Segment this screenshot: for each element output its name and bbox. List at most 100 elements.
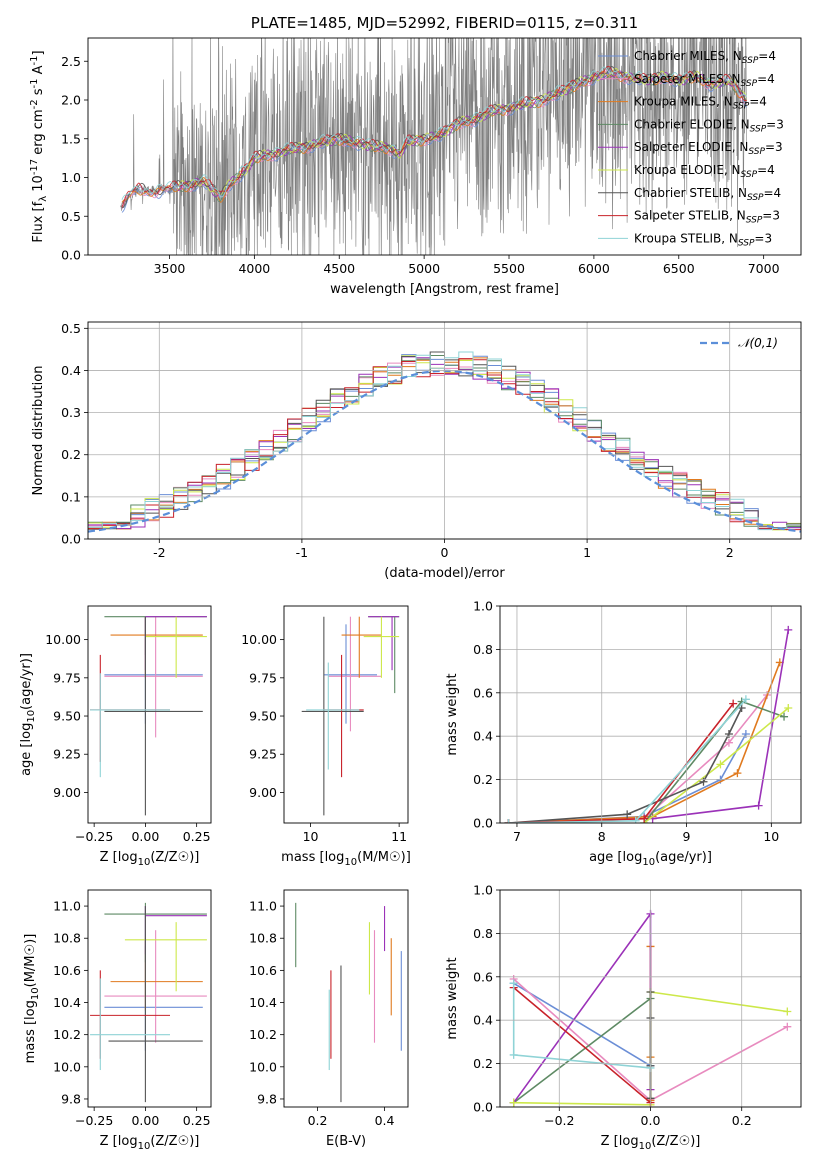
plot-area [301, 616, 400, 816]
errorbar-salpeter-miles [104, 930, 207, 1043]
series-line [513, 911, 652, 1104]
series-salpeter-stelib [504, 699, 738, 823]
y-tick-label: 0.2 [61, 447, 81, 462]
label-fragment: log [619, 1134, 639, 1149]
x-tick-label: 0.25 [183, 1113, 211, 1128]
x-tick-label: 8 [598, 829, 606, 844]
label-fragment: wavelength [Angstrom, rest frame] [330, 282, 559, 297]
errorbar-chabrier-stelib [108, 906, 203, 1103]
y-tick-label: 0.0 [61, 248, 81, 263]
legend-sub: SSP [747, 193, 764, 203]
label-fragment: (Z/Z☉)] [651, 1134, 700, 1149]
label-fragment: erg cm [31, 109, 46, 158]
errorbar-chabrier-elodie [368, 616, 400, 694]
y-tick-label: 9.8 [61, 1091, 81, 1106]
errorbar-chabrier-stelib [104, 616, 203, 816]
axes-mass_vs_ebv: 0.2 0.4 9.8 10.0 10.2 10.4 10.6 10.8 11.0 E(B-V) [249, 889, 409, 1149]
y-tick-label: 10.00 [241, 632, 277, 647]
label-fragment: log [118, 1134, 138, 1149]
legend-count: =4 [757, 72, 775, 86]
axes-frame [499, 605, 802, 824]
x-tick-label: 9 [683, 829, 691, 844]
model-spectrum-salpeter-miles [121, 69, 747, 210]
y-tick-label: 0.0 [473, 816, 493, 831]
data-point [733, 769, 742, 778]
errorbar-salpeter-stelib [323, 654, 364, 778]
y-tick-label: 0.3 [61, 405, 81, 420]
legend-name: Chabrier ELODIE, N [634, 117, 750, 131]
legend-sub: SSP [750, 124, 767, 134]
data-point [741, 695, 750, 704]
label-fragment: (M/M☉)] [23, 934, 38, 988]
y-tick-label: 10.0 [249, 1059, 277, 1074]
axes-frame [87, 889, 212, 1108]
y-tick-label: 1.0 [61, 170, 81, 185]
legend-label: Salpeter ELODIE, NSSP=3 [634, 140, 783, 157]
label-fragment: Z [ [100, 850, 118, 865]
legend-label: Salpeter MILES, NSSP=4 [634, 72, 775, 89]
label-fragment: (data-model)/error [384, 566, 505, 581]
series-chabrier-stelib [504, 703, 746, 823]
legend-sub: SSP [738, 238, 755, 248]
legend-count: =3 [765, 140, 783, 154]
legend-name: Chabrier MILES, N [634, 49, 742, 63]
y-tick-label: 2.0 [61, 93, 81, 108]
label-fragment: (M/M☉)] [357, 850, 411, 865]
errorbar-kroupa-stelib [90, 978, 170, 1071]
y-tick-label: 10.2 [249, 1027, 277, 1042]
y-axis-label: mass weight [445, 673, 460, 755]
x-tick-label: 10 [303, 829, 319, 844]
x-axis-label: Z [log10(Z/Z☉)] [100, 1134, 200, 1152]
series-line [508, 707, 743, 823]
label-fragment: Flux [f [31, 201, 46, 242]
data-point [729, 699, 738, 708]
label-fragment: Z [ [100, 1134, 118, 1149]
series-line [508, 733, 747, 823]
label-fragment: 10 [138, 857, 151, 868]
legend-count: =3 [766, 117, 784, 131]
errorbar-kroupa-elodie [124, 922, 207, 992]
axes-frame [283, 889, 409, 1108]
label-fragment: ] [31, 50, 46, 55]
plot-area [90, 902, 207, 1103]
x-axis-label: Z [log10(Z/Z☉)] [601, 1134, 701, 1152]
data-point [741, 730, 750, 739]
y-tick-label: 0.4 [473, 729, 493, 744]
series-line [508, 703, 734, 823]
data-point [724, 730, 733, 739]
data-point [754, 801, 763, 810]
data-point [783, 1022, 792, 1031]
data-point [724, 738, 733, 747]
x-axis-label: E(B-V) [326, 1134, 366, 1149]
y-tick-label: 0.2 [473, 1056, 493, 1071]
label-fragment: age [ [19, 743, 34, 776]
data-point [716, 760, 725, 769]
errorbar-kroupa-stelib [306, 662, 360, 770]
legend-label: Kroupa MILES, NSSP=4 [634, 95, 767, 112]
series-salpeter-stelib [509, 983, 655, 1107]
legend-sub: SSP [746, 216, 763, 226]
label-fragment: 10 [344, 857, 357, 868]
series-line [508, 698, 747, 823]
x-tick-label: 0.00 [131, 1113, 159, 1128]
data-point [504, 819, 513, 823]
y-tick-label: 10.0 [53, 1059, 81, 1074]
legend-count: =4 [757, 163, 775, 177]
data-spectrum-line [120, 38, 747, 255]
axes-mass_vs_Z: −0.25 0.00 0.25 9.8 10.0 10.2 10.4 10.6 10.8 11.0… [23, 889, 212, 1152]
y-tick-label: 9.50 [53, 709, 81, 724]
x-tick-label: 1 [583, 545, 591, 560]
y-tick-label: 10.4 [53, 995, 81, 1010]
data-point [623, 810, 632, 819]
errorbar-kroupa-stelib [90, 673, 170, 778]
x-axis-label: age [log10(age/yr)] [589, 850, 712, 868]
legend-count: =4 [758, 49, 776, 63]
label-fragment: age [ [589, 850, 622, 865]
y-tick-label: 0.0 [473, 1100, 493, 1115]
x-axis-label: (data-model)/error [384, 566, 505, 581]
y-tick-label: 0.2 [473, 772, 493, 787]
y-tick-label: 9.00 [53, 785, 81, 800]
label-fragment: -1 [29, 55, 40, 65]
